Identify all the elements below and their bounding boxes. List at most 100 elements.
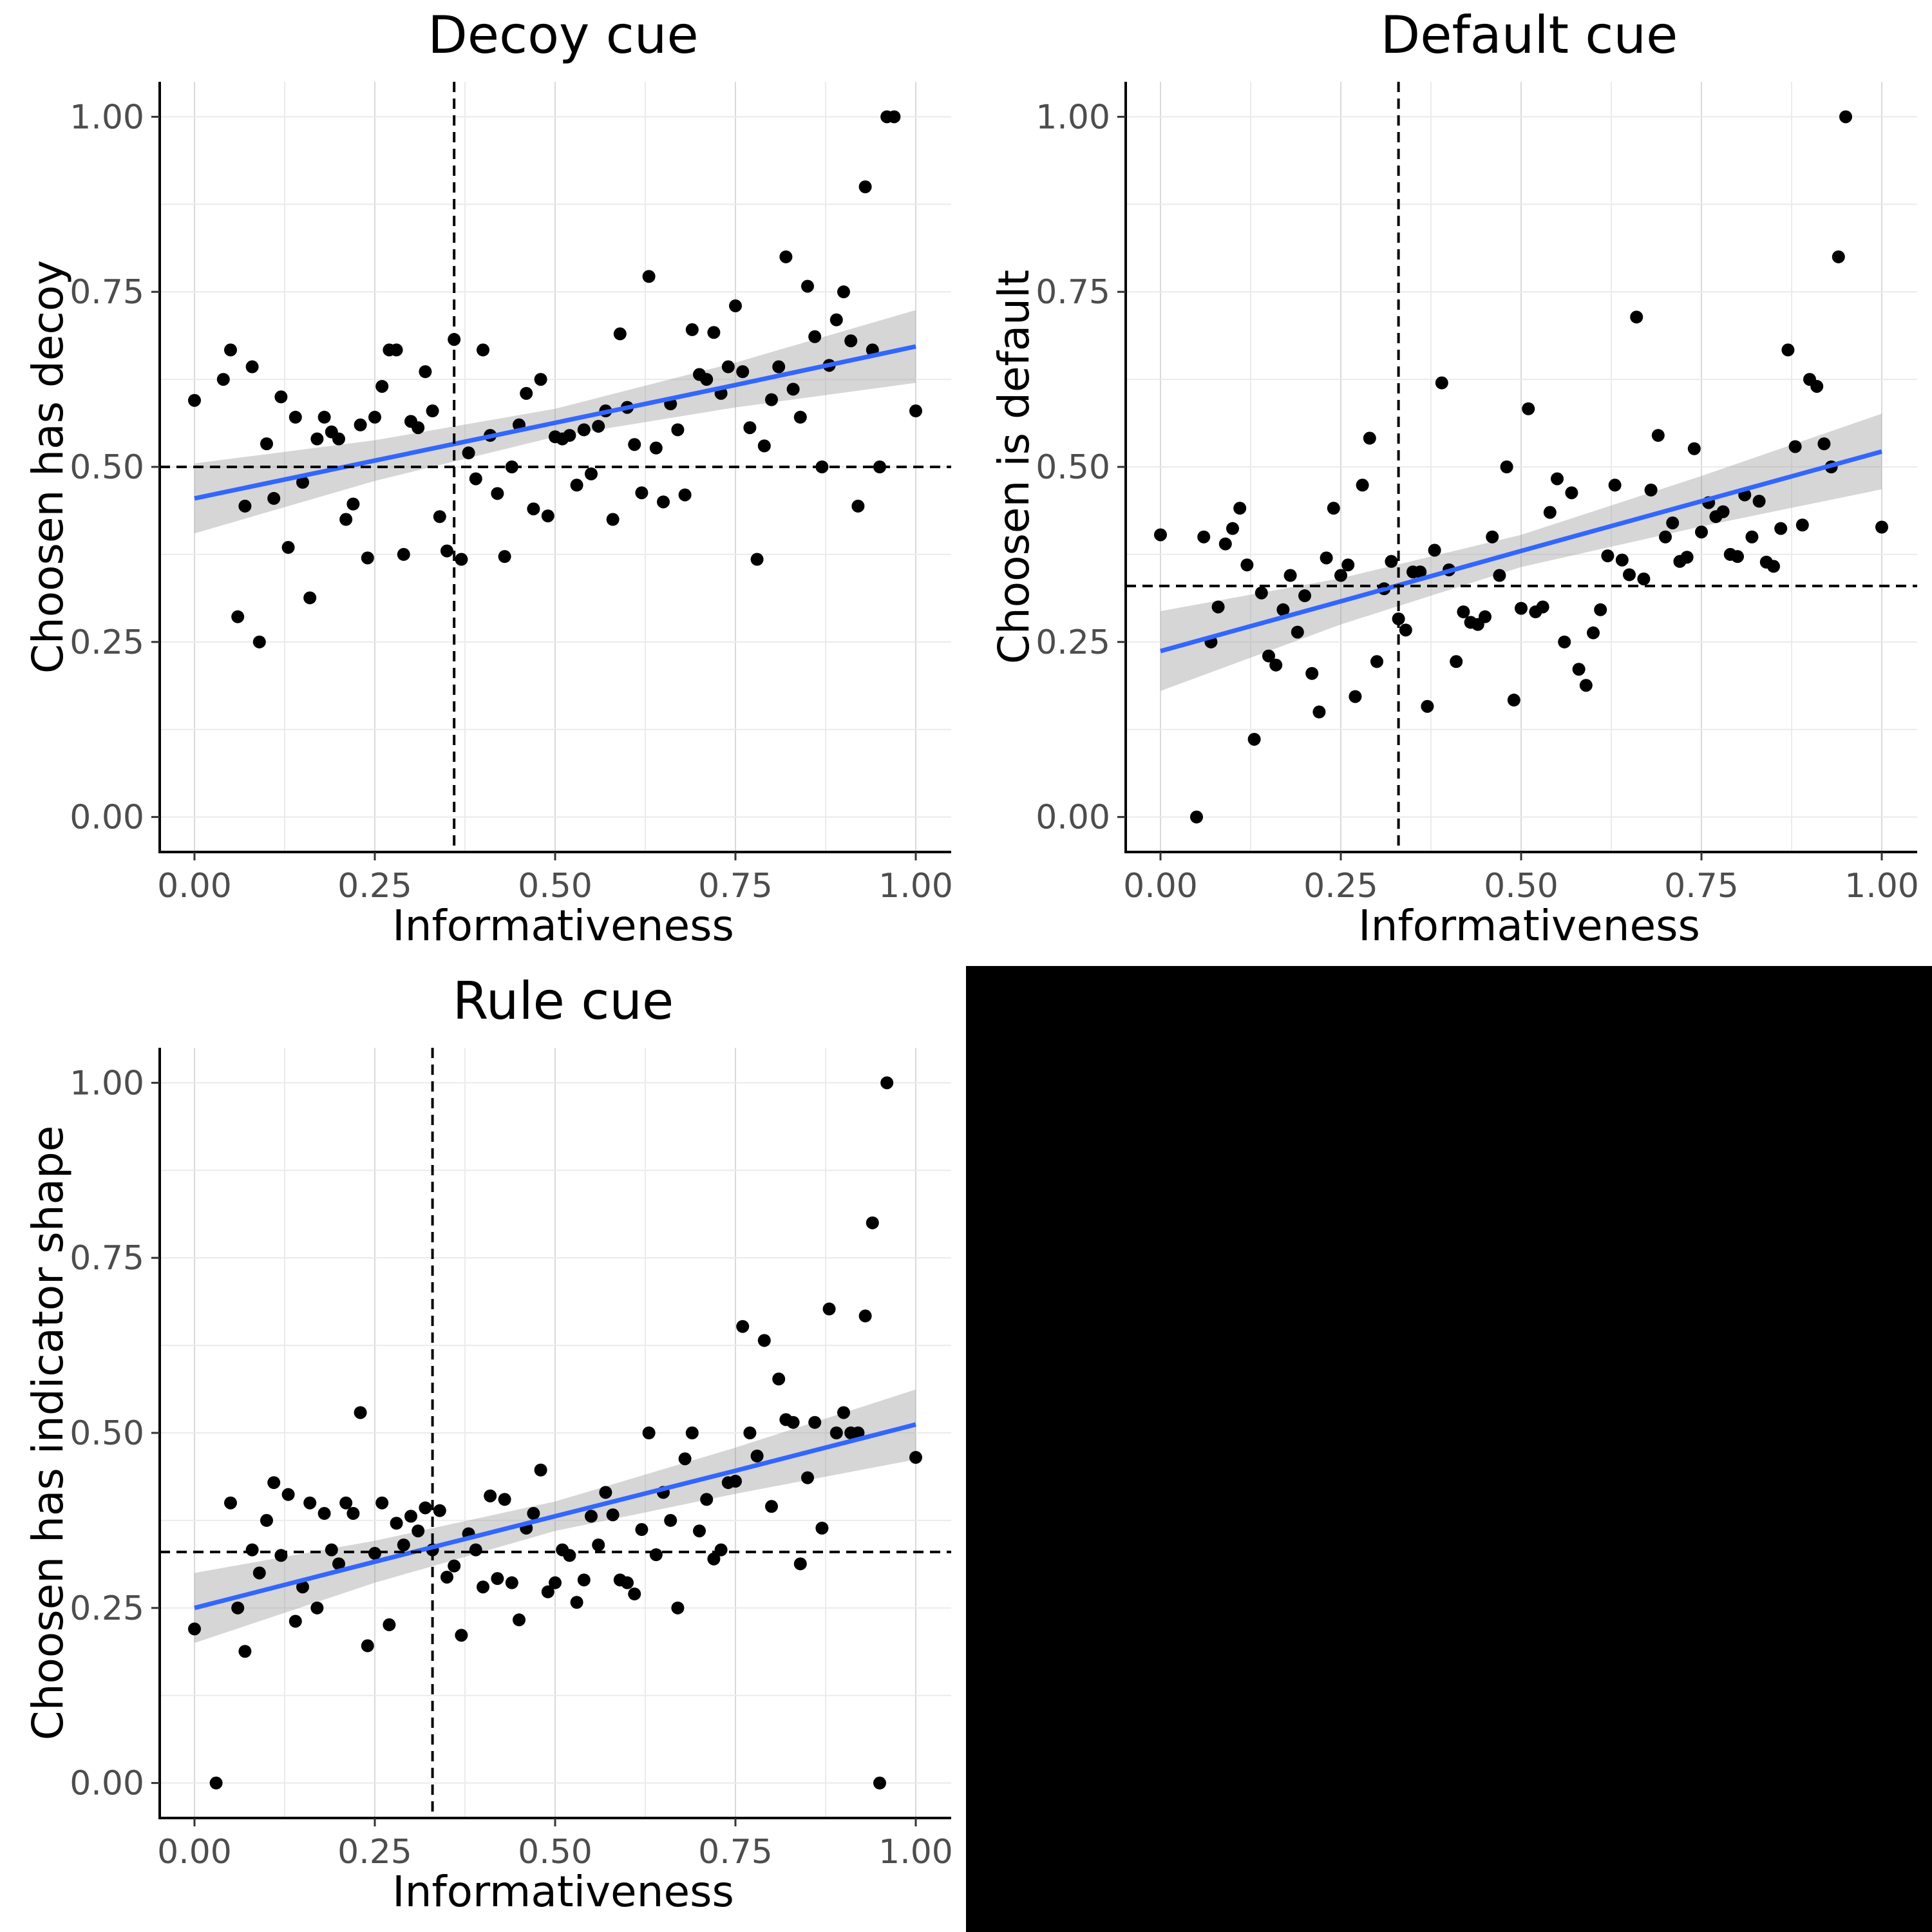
data-point (455, 553, 468, 566)
data-point (1356, 478, 1369, 492)
data-point (664, 1513, 677, 1527)
data-point (1435, 376, 1448, 390)
data-point (606, 1508, 620, 1522)
data-point (563, 429, 576, 442)
chart-panel-3: 0.00 0.25 0.50 0.75 1.00 0.00 0.25 0.50 0.75 1.00… (23, 971, 953, 1917)
data-point (837, 1406, 850, 1419)
y-tick-label: 0.00 (70, 799, 144, 837)
data-point (829, 1426, 843, 1439)
y-tick-label: 1.00 (1036, 98, 1110, 137)
data-point (267, 1476, 281, 1490)
data-point (685, 323, 699, 336)
data-point (375, 379, 389, 393)
data-point (1428, 544, 1441, 557)
data-point (477, 1580, 489, 1594)
data-point (750, 553, 764, 566)
y-tick-label: 1.00 (70, 1064, 144, 1103)
data-point (1421, 699, 1434, 713)
data-point (1788, 440, 1802, 453)
regression-line (194, 1422, 916, 1611)
data-point (260, 1513, 273, 1527)
data-point (317, 1507, 331, 1520)
data-point (1666, 516, 1680, 529)
data-point (1283, 569, 1297, 582)
data-point (714, 1543, 728, 1557)
data-point (303, 1496, 317, 1510)
data-point (801, 1471, 814, 1484)
data-point (1312, 705, 1326, 719)
axis-lines (1124, 82, 1917, 853)
data-point (1226, 522, 1239, 535)
data-point (765, 1500, 778, 1513)
data-point (1305, 667, 1319, 680)
data-point (252, 1566, 266, 1580)
chart-panel-2: 0.00 0.25 0.50 0.75 1.00 0.00 0.25 0.50 0.75 1.00… (989, 5, 1919, 951)
data-point (736, 365, 750, 379)
data-point (245, 360, 259, 374)
data-point (469, 472, 482, 486)
data-point (570, 1596, 583, 1609)
data-point (498, 1493, 511, 1506)
x-tick-label: 0.00 (157, 867, 232, 905)
x-tick-label: 1.00 (1844, 867, 1919, 905)
data-point (1774, 522, 1788, 535)
gridlines (160, 82, 951, 852)
data-point (541, 1585, 554, 1598)
data-point (1154, 528, 1167, 542)
data-point (1817, 437, 1831, 451)
data-point (779, 250, 793, 263)
x-tick-label: 1.00 (878, 867, 953, 905)
gridlines (1126, 82, 1917, 852)
data-point (289, 1615, 302, 1628)
data-point (1565, 486, 1578, 500)
data-points (188, 110, 922, 649)
data-point (822, 1302, 836, 1316)
data-point (1731, 550, 1744, 564)
data-point (1630, 310, 1643, 324)
data-point (585, 1510, 598, 1523)
data-point (1349, 690, 1362, 703)
data-point (1240, 558, 1254, 572)
data-point (245, 1543, 259, 1557)
data-point (887, 110, 901, 124)
data-point (707, 326, 721, 339)
data-point (621, 1576, 634, 1589)
data-point (520, 386, 533, 400)
data-point (909, 404, 922, 418)
data-point (317, 410, 331, 424)
data-point (772, 1372, 786, 1386)
data-point (541, 509, 554, 523)
data-point (786, 1416, 800, 1429)
data-point (440, 544, 453, 558)
data-point (1385, 554, 1398, 568)
data-point (844, 334, 858, 348)
data-point (757, 439, 771, 453)
data-point (642, 1426, 656, 1439)
data-point (310, 1601, 324, 1615)
data-point (808, 330, 822, 343)
y-tick-label: 0.00 (1036, 799, 1110, 837)
data-point (729, 1475, 742, 1488)
data-point (491, 487, 504, 500)
data-point (448, 1559, 461, 1573)
data-point (477, 343, 489, 357)
data-point (642, 270, 656, 283)
data-point (339, 513, 353, 526)
data-point (700, 1493, 714, 1506)
data-point (534, 373, 547, 386)
data-point (700, 373, 714, 386)
data-point (1298, 589, 1311, 603)
data-point (1587, 626, 1600, 639)
data-point (419, 1501, 432, 1515)
data-point (1543, 506, 1557, 519)
data-point (1558, 635, 1571, 649)
panel-title: Decoy cue (428, 5, 698, 65)
data-point (289, 410, 302, 424)
data-point (1637, 572, 1651, 585)
data-point (491, 1572, 504, 1586)
data-point (1579, 679, 1593, 692)
data-point (455, 1629, 468, 1642)
y-tick-label: 0.75 (70, 273, 144, 312)
data-point (404, 1510, 417, 1523)
